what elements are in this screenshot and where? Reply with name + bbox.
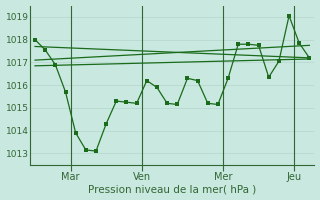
X-axis label: Pression niveau de la mer( hPa ): Pression niveau de la mer( hPa )	[88, 184, 256, 194]
